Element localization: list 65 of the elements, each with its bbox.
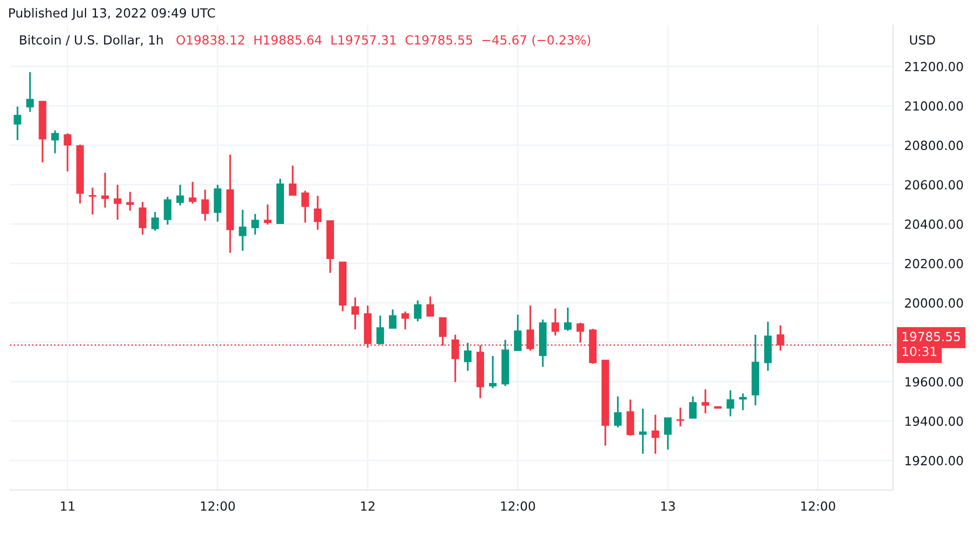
y-tick-label: 19200.00 <box>905 456 963 466</box>
candlestick <box>639 408 647 455</box>
x-tick-label: 13 <box>661 501 675 511</box>
y-tick-label: 20600.00 <box>905 180 963 190</box>
candlestick <box>464 342 472 372</box>
candlestick <box>726 389 734 418</box>
candlestick <box>251 213 259 236</box>
candlestick <box>88 186 96 216</box>
x-tick-label: 12 <box>361 501 374 511</box>
text: Published Jul 13, 2022 09:49 UTC <box>9 8 215 20</box>
ref-line-label: 19785.55 <box>902 332 960 342</box>
candlestick <box>64 132 72 172</box>
text: O19838.12 H19885.64 L19757.31 C19785.55 −45.67 (−0.23%) <box>176 34 590 46</box>
candlestick <box>14 106 22 141</box>
candlestick <box>151 211 159 232</box>
text: 10:31 <box>902 346 936 356</box>
candlestick <box>552 308 560 336</box>
candlestick <box>676 406 684 428</box>
candlestick <box>176 184 184 206</box>
candlestick <box>114 184 122 221</box>
y-tick-label: 20000.00 <box>905 298 963 308</box>
candlestick <box>301 190 309 224</box>
candlestick <box>314 194 322 231</box>
candlestick <box>126 191 134 212</box>
candlestick <box>739 392 747 412</box>
candlestick <box>488 355 497 389</box>
candlestick <box>564 306 572 332</box>
y-tick-label: 21000.00 <box>905 101 963 111</box>
y-axis-title: USD <box>910 35 935 45</box>
candlestick <box>51 130 59 154</box>
candlestick <box>376 314 384 346</box>
candlestick <box>351 296 359 330</box>
candlestick <box>164 196 172 226</box>
candlestick <box>652 414 660 455</box>
y-tick-label: 20400.00 <box>905 219 963 229</box>
candlestick <box>201 188 209 222</box>
candlestick <box>264 204 272 226</box>
y-tick-label: 19400.00 <box>905 416 963 426</box>
candlestick <box>214 184 222 222</box>
candlestick <box>238 208 246 252</box>
candlestick <box>414 300 422 322</box>
candlestick <box>614 396 622 428</box>
candlestick <box>288 164 296 196</box>
candlestick <box>689 396 697 420</box>
y-tick-label: 19600.00 <box>905 377 963 387</box>
candlestick <box>188 181 196 204</box>
candlestick <box>138 201 146 236</box>
candlestick <box>101 172 109 208</box>
x-tick-label: 12:00 <box>200 501 235 511</box>
x-tick-label: 12:00 <box>501 501 535 511</box>
candlestick <box>626 398 634 436</box>
candlestick <box>401 310 410 330</box>
y-tick-label: 21200.00 <box>905 62 963 72</box>
y-tick-label: 20800.00 <box>905 140 963 150</box>
candlestick <box>514 314 522 352</box>
candlestick <box>576 322 584 344</box>
candlestick <box>426 296 434 318</box>
x-tick-label: 11 <box>60 501 74 511</box>
x-tick-label: 12:00 <box>801 501 836 511</box>
y-tick-label: 20200.00 <box>905 258 963 268</box>
text: Bitcoin / U.S. Dollar, 1h <box>20 34 163 46</box>
candlestick <box>26 71 34 113</box>
candlestick <box>702 388 710 414</box>
candlestick <box>664 416 672 450</box>
candlestick <box>388 308 397 330</box>
